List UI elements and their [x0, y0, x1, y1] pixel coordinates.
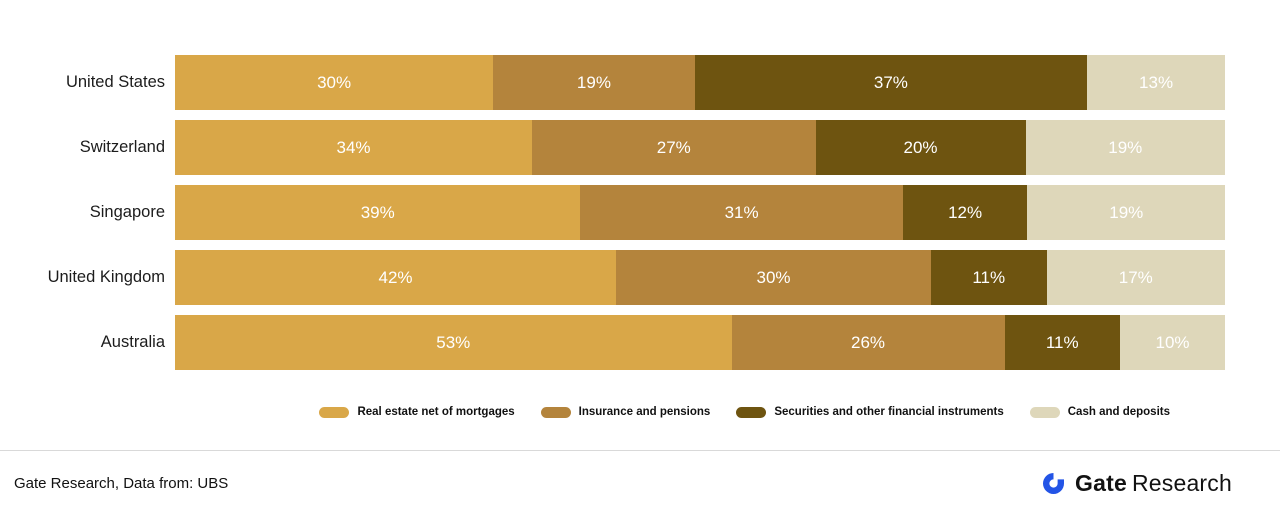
bar-value-label: 10% — [1155, 332, 1190, 352]
bar-segment: 39% — [175, 185, 581, 240]
source-attribution: Gate Research, Data from: UBS — [14, 474, 229, 492]
bar-group: 39% 31% 12% 19% — [175, 185, 1226, 240]
legend-swatch — [736, 406, 767, 418]
category-label: Australia — [100, 333, 165, 351]
bar-group: 42% 30% 11% 17% — [175, 250, 1225, 305]
bar-value-label: 13% — [1139, 72, 1174, 92]
bar-group: 34% 27% 20% 19% — [175, 120, 1225, 175]
bar-segment: 42% — [175, 250, 616, 305]
bar-value-label: 11% — [1045, 332, 1079, 352]
bar-value-label: 30% — [317, 72, 352, 92]
bar-value-label: 19% — [576, 72, 611, 92]
bar-segment: 17% — [1046, 250, 1225, 305]
bar-segment: 10% — [1120, 315, 1225, 370]
bar-value-label: 17% — [1118, 267, 1153, 287]
footer: Gate Research, Data from: UBS Gate Resear… — [0, 451, 1280, 521]
bar-value-label: 37% — [873, 72, 908, 92]
bar-group: 53% 26% 11% 10% — [175, 315, 1225, 370]
stacked-bar-chart: United States 30% 19% 37% 13% Switzerland 34% 2… — [0, 55, 1226, 418]
bar-segment: 19% — [1027, 185, 1226, 240]
bar-value-label: 20% — [903, 137, 938, 157]
legend-label: Securities and other financial instrumen… — [774, 406, 1004, 418]
bar-value-label: 19% — [1108, 137, 1143, 157]
legend-item: Securities and other financial instrumen… — [736, 406, 1004, 418]
legend-swatch — [540, 406, 571, 418]
chart-row: Australia 53% 26% 11% 10% — [0, 315, 1225, 370]
legend-swatch — [319, 406, 350, 418]
legend-label: Real estate net of mortgages — [357, 406, 515, 418]
brand-wordmark: Gate Research — [1075, 470, 1232, 497]
bar-value-label: 12% — [948, 202, 983, 222]
legend-swatch — [1029, 406, 1060, 418]
brand-word-gate: Gate — [1075, 469, 1127, 496]
category-label: Switzerland — [79, 138, 165, 156]
gate-logo-icon — [1043, 472, 1065, 494]
bar-value-label: 53% — [436, 332, 471, 352]
bar-segment: 30% — [616, 250, 931, 305]
bar-value-label: 11% — [972, 267, 1006, 287]
bar-segment: 26% — [731, 315, 1005, 370]
bar-segment: 19% — [493, 55, 695, 110]
chart-rows: United States 30% 19% 37% 13% Switzerland 34% 2… — [0, 55, 1226, 370]
legend-item: Insurance and pensions — [540, 406, 711, 418]
category-label: United States — [65, 73, 165, 91]
bar-value-label: 34% — [336, 137, 371, 157]
bar-value-label: 19% — [1109, 202, 1144, 222]
bar-segment: 11% — [931, 250, 1047, 305]
bar-group: 30% 19% 37% 13% — [175, 55, 1225, 110]
bar-value-label: 26% — [850, 332, 886, 352]
bar-value-label: 30% — [756, 267, 791, 287]
bar-segment: 53% — [175, 315, 732, 370]
legend-label: Insurance and pensions — [578, 406, 711, 418]
bar-segment: 30% — [175, 55, 494, 110]
chart-row: Singapore 39% 31% 12% 19% — [0, 185, 1226, 240]
bar-segment: 13% — [1087, 55, 1225, 110]
footer-divider — [0, 450, 1280, 451]
bar-value-label: 27% — [656, 137, 691, 157]
brand-word-research: Research — [1131, 469, 1232, 496]
brand: Gate Research — [1040, 470, 1232, 497]
bar-segment: 12% — [902, 185, 1028, 240]
chart-row: United States 30% 19% 37% 13% — [0, 55, 1225, 110]
bar-value-label: 42% — [378, 267, 413, 287]
legend-item: Cash and deposits — [1029, 406, 1170, 418]
bar-segment: 11% — [1004, 315, 1120, 370]
bar-segment: 37% — [694, 55, 1088, 110]
chart-row: United Kingdom 42% 30% 11% 17% — [0, 250, 1225, 305]
category-label: Singapore — [89, 203, 165, 221]
legend-label: Cash and deposits — [1067, 406, 1170, 418]
bar-segment: 20% — [815, 120, 1026, 175]
legend: Real estate net of mortgages Insurance an… — [0, 406, 1225, 418]
bar-segment: 34% — [175, 120, 532, 175]
chart-row: Switzerland 34% 27% 20% 19% — [0, 120, 1225, 175]
bar-segment: 27% — [532, 120, 816, 175]
bar-segment: 31% — [580, 185, 903, 240]
bar-value-label: 31% — [724, 202, 759, 222]
bar-value-label: 39% — [360, 202, 395, 222]
legend-item: Real estate net of mortgages — [319, 406, 515, 418]
category-label: United Kingdom — [47, 268, 165, 286]
bar-segment: 19% — [1025, 120, 1225, 175]
